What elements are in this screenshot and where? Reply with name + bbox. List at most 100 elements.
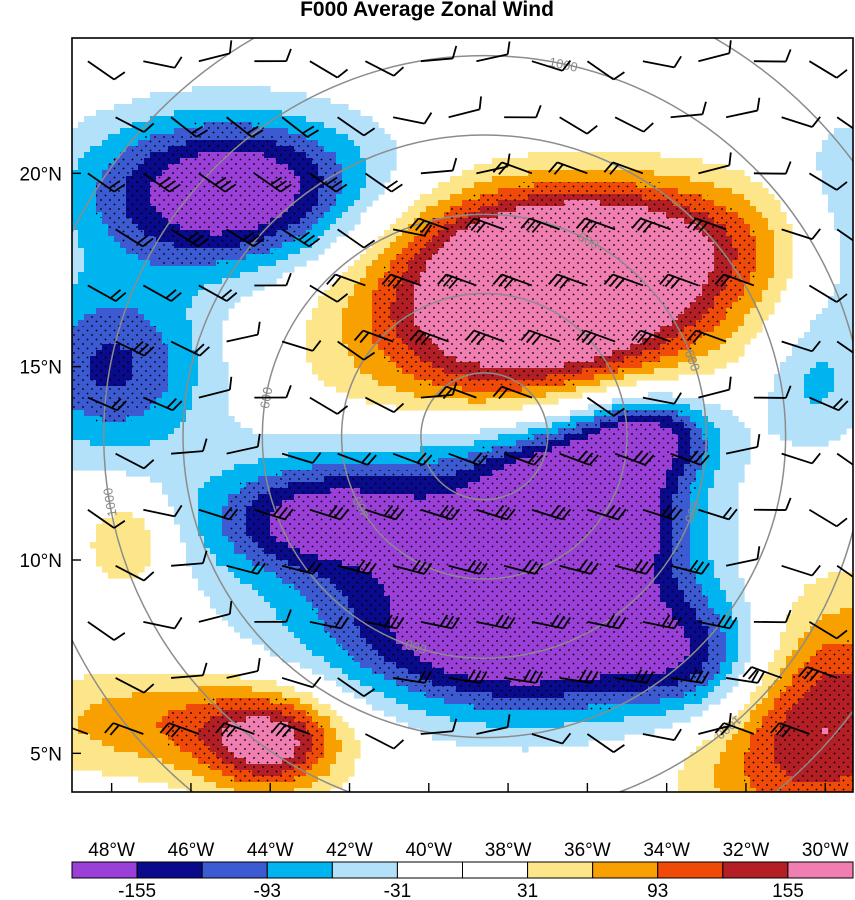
field-cell	[816, 320, 823, 327]
field-cell	[588, 158, 595, 165]
field-cell	[372, 122, 379, 129]
field-cell	[624, 362, 631, 369]
field-cell	[774, 290, 781, 297]
field-cell	[570, 158, 577, 165]
field-cell	[114, 308, 121, 315]
field-cell	[312, 332, 319, 339]
field-cell	[336, 110, 343, 117]
field-cell	[150, 110, 157, 117]
field-cell	[342, 272, 349, 279]
field-cell	[630, 176, 637, 183]
field-cell	[126, 278, 133, 285]
field-cell	[306, 98, 313, 105]
field-cell	[198, 398, 205, 405]
field-cell	[318, 320, 325, 327]
field-cell	[102, 296, 109, 303]
field-cell	[846, 374, 853, 381]
field-cell	[330, 224, 337, 231]
field-cell	[456, 188, 463, 195]
field-cell	[540, 164, 547, 171]
field-cell	[768, 260, 775, 267]
field-cell	[666, 182, 673, 189]
field-cell	[366, 362, 373, 369]
field-cell	[768, 236, 775, 243]
field-cell	[84, 230, 91, 237]
field-cell	[348, 128, 355, 135]
field-cell	[816, 350, 823, 357]
field-cell	[690, 164, 697, 171]
field-cell	[180, 398, 187, 405]
field-cell	[342, 140, 349, 147]
field-cell	[360, 392, 367, 399]
field-cell	[144, 116, 151, 123]
field-cell	[186, 362, 193, 369]
field-cell	[312, 254, 319, 261]
field-cell	[222, 380, 229, 387]
field-cell	[786, 254, 793, 261]
field-cell	[198, 302, 205, 309]
field-cell	[126, 110, 133, 117]
field-cell	[222, 272, 229, 279]
field-cell	[114, 116, 121, 123]
field-cell	[240, 98, 247, 105]
field-cell	[846, 344, 853, 351]
field-cell	[480, 386, 487, 393]
field-cell	[84, 134, 91, 141]
field-cell	[336, 278, 343, 285]
field-cell	[360, 254, 367, 261]
field-cell	[600, 176, 607, 183]
field-cell	[756, 254, 763, 261]
field-cell	[204, 326, 211, 333]
field-cell	[786, 266, 793, 273]
field-cell	[402, 398, 409, 405]
field-cell	[312, 368, 319, 375]
field-cell	[96, 158, 103, 165]
field-cell	[336, 188, 343, 195]
field-cell	[324, 104, 331, 111]
field-cell	[366, 308, 373, 315]
field-cell	[396, 248, 403, 255]
field-cell	[726, 326, 733, 333]
field-cell	[258, 266, 265, 273]
field-cell	[396, 392, 403, 399]
field-cell	[300, 260, 307, 267]
field-cell	[78, 296, 85, 303]
field-cell	[300, 254, 307, 261]
field-cell	[744, 194, 751, 201]
field-cell	[342, 308, 349, 315]
field-cell	[72, 278, 79, 285]
field-cell	[78, 122, 85, 129]
field-cell	[840, 152, 847, 159]
field-cell	[834, 338, 841, 345]
field-cell	[846, 170, 853, 177]
field-cell	[840, 314, 847, 321]
field-cell	[738, 176, 745, 183]
field-cell	[210, 344, 217, 351]
field-cell	[228, 254, 235, 261]
field-cell	[270, 128, 277, 135]
field-cell	[354, 278, 361, 285]
field-cell	[234, 284, 241, 291]
field-cell	[732, 302, 739, 309]
field-cell	[414, 398, 421, 405]
field-cell	[696, 356, 703, 363]
field-cell	[84, 260, 91, 267]
field-cell	[702, 344, 709, 351]
field-cell	[228, 110, 235, 117]
field-cell	[714, 344, 721, 351]
field-cell	[360, 332, 367, 339]
field-cell	[492, 164, 499, 171]
field-cell	[348, 176, 355, 183]
field-cell	[258, 284, 265, 291]
field-cell	[564, 392, 571, 399]
field-cell	[630, 170, 637, 177]
field-cell	[510, 398, 517, 405]
field-cell	[780, 284, 787, 291]
field-cell	[222, 398, 229, 405]
field-cell	[594, 164, 601, 171]
field-cell	[840, 158, 847, 165]
field-cell	[360, 284, 367, 291]
field-cell	[714, 170, 721, 177]
field-cell	[396, 218, 403, 225]
field-cell	[72, 194, 79, 201]
